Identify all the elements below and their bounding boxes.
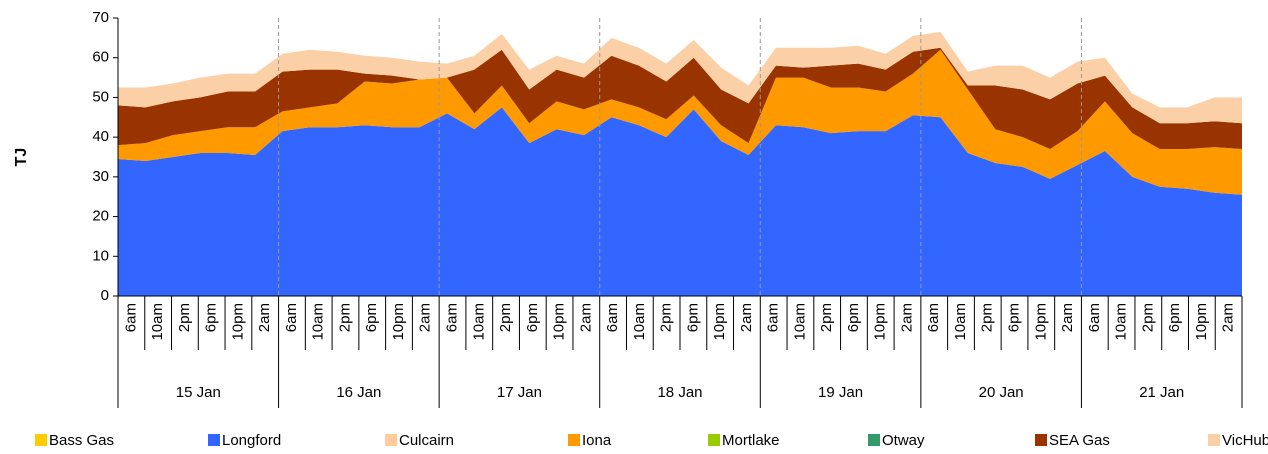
y-tick-label: 50 bbox=[92, 88, 109, 105]
x-tick-label: 6pm bbox=[524, 303, 541, 332]
legend-label: Mortlake bbox=[722, 432, 780, 449]
x-tick-label: 2pm bbox=[658, 303, 675, 332]
legend-label: SEA Gas bbox=[1049, 432, 1110, 449]
x-tick-label: 2am bbox=[898, 303, 915, 332]
group-label: 15 Jan bbox=[176, 384, 221, 401]
y-tick-label: 0 bbox=[101, 287, 109, 304]
legend-label: Culcairn bbox=[399, 432, 454, 449]
x-tick-label: 6am bbox=[122, 303, 139, 332]
legend-swatch bbox=[568, 434, 580, 446]
y-tick-label: 20 bbox=[92, 208, 109, 225]
x-tick-label: 10pm bbox=[711, 303, 728, 341]
legend-swatch bbox=[1035, 434, 1047, 446]
legend-swatch bbox=[868, 434, 880, 446]
x-tick-label: 10am bbox=[1113, 303, 1130, 341]
x-tick-label: 6pm bbox=[1005, 303, 1022, 332]
x-tick-label: 6pm bbox=[1166, 303, 1183, 332]
x-tick-label: 2am bbox=[417, 303, 434, 332]
x-tick-label: 6am bbox=[925, 303, 942, 332]
x-tick-label: 2pm bbox=[336, 303, 353, 332]
x-tick-label: 10am bbox=[149, 303, 166, 341]
legend-swatch bbox=[708, 434, 720, 446]
x-tick-label: 10am bbox=[310, 303, 327, 341]
x-tick-label: 2pm bbox=[979, 303, 996, 332]
x-tick-label: 2pm bbox=[497, 303, 514, 332]
legend-swatch bbox=[1208, 434, 1220, 446]
legend-label: Iona bbox=[582, 432, 612, 449]
x-tick-label: 6am bbox=[443, 303, 460, 332]
x-tick-label: 10pm bbox=[1193, 303, 1210, 341]
x-tick-label: 2am bbox=[1059, 303, 1076, 332]
y-tick-label: 60 bbox=[92, 49, 109, 66]
y-tick-label: 10 bbox=[92, 247, 109, 264]
area bbox=[118, 31, 1242, 124]
x-tick-label: 10am bbox=[470, 303, 487, 341]
legend-label: VicHub bbox=[1222, 432, 1268, 449]
x-tick-label: 10pm bbox=[1032, 303, 1049, 341]
x-tick-label: 6pm bbox=[363, 303, 380, 332]
x-tick-label: 2pm bbox=[176, 303, 193, 332]
legend-swatch bbox=[35, 434, 47, 446]
x-tick-label: 10am bbox=[631, 303, 648, 341]
x-tick-label: 10am bbox=[791, 303, 808, 341]
x-tick-label: 2am bbox=[738, 303, 755, 332]
x-tick-label: 6am bbox=[765, 303, 782, 332]
x-tick-label: 10pm bbox=[872, 303, 889, 341]
legend-label: Bass Gas bbox=[49, 432, 114, 449]
x-tick-label: 2am bbox=[256, 303, 273, 332]
x-tick-label: 2pm bbox=[1139, 303, 1156, 332]
y-axis-label: TJ bbox=[13, 148, 30, 167]
group-label: 21 Jan bbox=[1139, 384, 1184, 401]
group-label: 16 Jan bbox=[336, 384, 381, 401]
x-tick-label: 10pm bbox=[390, 303, 407, 341]
group-label: 17 Jan bbox=[497, 384, 542, 401]
x-tick-label: 6am bbox=[604, 303, 621, 332]
x-tick-label: 2am bbox=[577, 303, 594, 332]
legend-label: Otway bbox=[882, 432, 925, 449]
y-tick-label: 70 bbox=[92, 9, 109, 26]
area bbox=[118, 49, 1242, 195]
group-label: 18 Jan bbox=[657, 384, 702, 401]
legend-swatch bbox=[208, 434, 220, 446]
legend-swatch bbox=[385, 434, 397, 446]
x-tick-label: 2am bbox=[1220, 303, 1237, 332]
group-label: 20 Jan bbox=[979, 384, 1024, 401]
group-label: 19 Jan bbox=[818, 384, 863, 401]
x-tick-label: 10am bbox=[952, 303, 969, 341]
x-tick-label: 6am bbox=[1086, 303, 1103, 332]
area bbox=[118, 47, 1242, 150]
y-tick-label: 40 bbox=[92, 128, 109, 145]
x-tick-label: 6pm bbox=[203, 303, 220, 332]
y-tick-label: 30 bbox=[92, 168, 109, 185]
x-tick-label: 6pm bbox=[684, 303, 701, 332]
x-tick-label: 2pm bbox=[818, 303, 835, 332]
x-tick-label: 6pm bbox=[845, 303, 862, 332]
area bbox=[118, 107, 1242, 296]
x-tick-label: 10pm bbox=[229, 303, 246, 341]
legend-label: Longford bbox=[222, 432, 281, 449]
x-tick-label: 6am bbox=[283, 303, 300, 332]
x-tick-label: 10pm bbox=[551, 303, 568, 341]
